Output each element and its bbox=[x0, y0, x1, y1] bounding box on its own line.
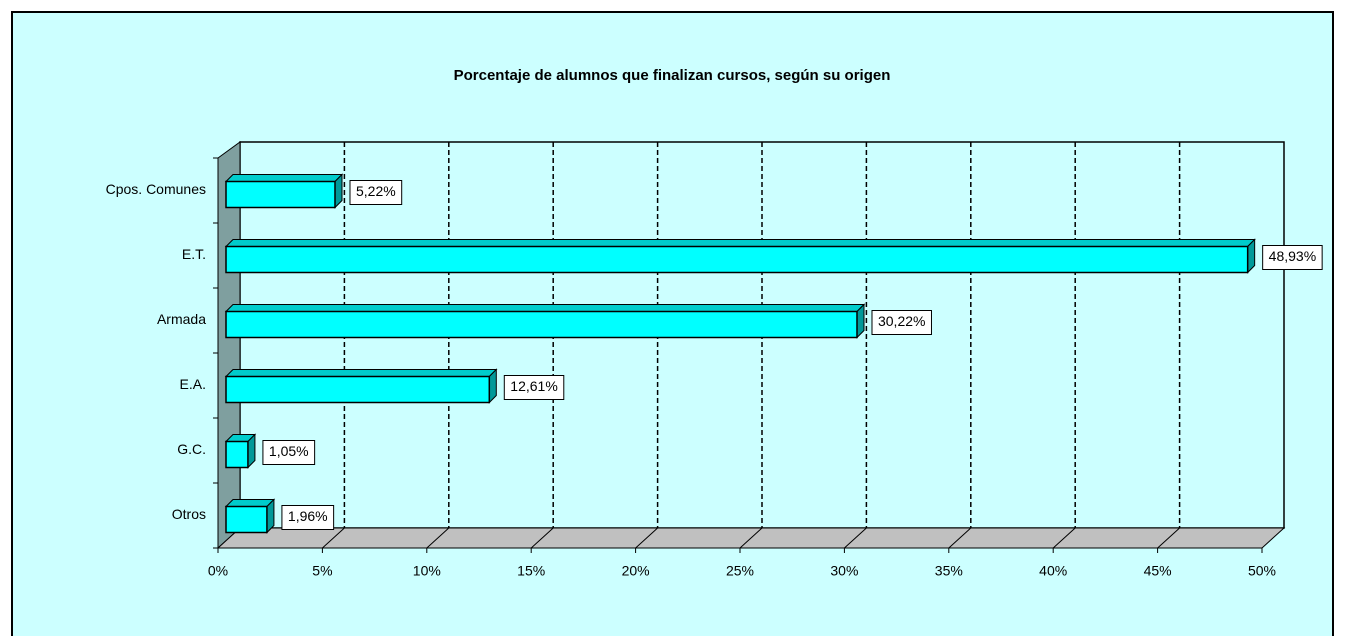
data-label: 5,22% bbox=[356, 183, 396, 199]
y-tick-label: E.T. bbox=[182, 246, 206, 262]
bar bbox=[224, 433, 257, 469]
bar bbox=[224, 303, 866, 339]
data-label-box bbox=[871, 310, 932, 335]
y-tick-label: E.A. bbox=[180, 376, 206, 392]
x-tick-label: 25% bbox=[726, 563, 754, 579]
bar bbox=[224, 173, 344, 209]
chart-title: Porcentaje de alumnos que finalizan curs… bbox=[454, 67, 891, 84]
x-tick-label: 20% bbox=[622, 563, 650, 579]
bar-top bbox=[224, 174, 344, 182]
x-tick-label: 10% bbox=[413, 563, 441, 579]
x-tick-label: 15% bbox=[517, 563, 545, 579]
bar bbox=[224, 238, 1256, 274]
data-label: 12,61% bbox=[510, 378, 557, 394]
bar-top bbox=[224, 369, 498, 377]
bar-top bbox=[224, 239, 1256, 247]
x-tick-label: 35% bbox=[935, 563, 963, 579]
y-tick-label: G.C. bbox=[177, 441, 206, 457]
grid-line-floor bbox=[426, 527, 450, 549]
bar-front bbox=[225, 245, 1249, 274]
bar-front bbox=[225, 440, 249, 469]
data-label-box bbox=[281, 505, 335, 530]
grid-line-floor bbox=[530, 527, 554, 549]
y-tick-label: Armada bbox=[157, 311, 206, 327]
grid-line-floor bbox=[322, 527, 345, 549]
y-tick-label: Cpos. Comunes bbox=[106, 181, 206, 197]
grid-line-floor bbox=[739, 527, 763, 549]
grid-line-floor bbox=[1052, 527, 1076, 549]
data-label: 1,05% bbox=[269, 443, 309, 459]
bar-top bbox=[224, 499, 276, 507]
grid-line-floor bbox=[948, 527, 972, 549]
x-tick-label: 0% bbox=[208, 563, 228, 579]
x-tick-label: 50% bbox=[1248, 563, 1276, 579]
bar bbox=[224, 368, 498, 404]
bar-front bbox=[225, 505, 268, 534]
data-label-box bbox=[503, 375, 565, 400]
bar-front bbox=[225, 310, 858, 339]
data-label-box bbox=[262, 440, 316, 465]
grid-line-floor bbox=[844, 527, 867, 549]
data-label: 30,22% bbox=[878, 313, 925, 329]
data-label-box bbox=[1262, 245, 1323, 270]
bar-front bbox=[225, 375, 491, 404]
x-tick-label: 30% bbox=[830, 563, 858, 579]
y-tick-label: Otros bbox=[172, 506, 206, 522]
data-label-box bbox=[349, 180, 403, 205]
bar bbox=[224, 498, 276, 534]
x-tick-label: 5% bbox=[312, 563, 332, 579]
x-tick-label: 40% bbox=[1039, 563, 1067, 579]
data-label: 48,93% bbox=[1269, 248, 1316, 264]
bar-top bbox=[224, 304, 866, 312]
x-tick-label: 45% bbox=[1144, 563, 1172, 579]
grid-line-floor bbox=[635, 527, 658, 549]
bar-front bbox=[225, 180, 336, 209]
data-label: 1,96% bbox=[288, 508, 328, 524]
grid-line-floor bbox=[1157, 527, 1180, 549]
